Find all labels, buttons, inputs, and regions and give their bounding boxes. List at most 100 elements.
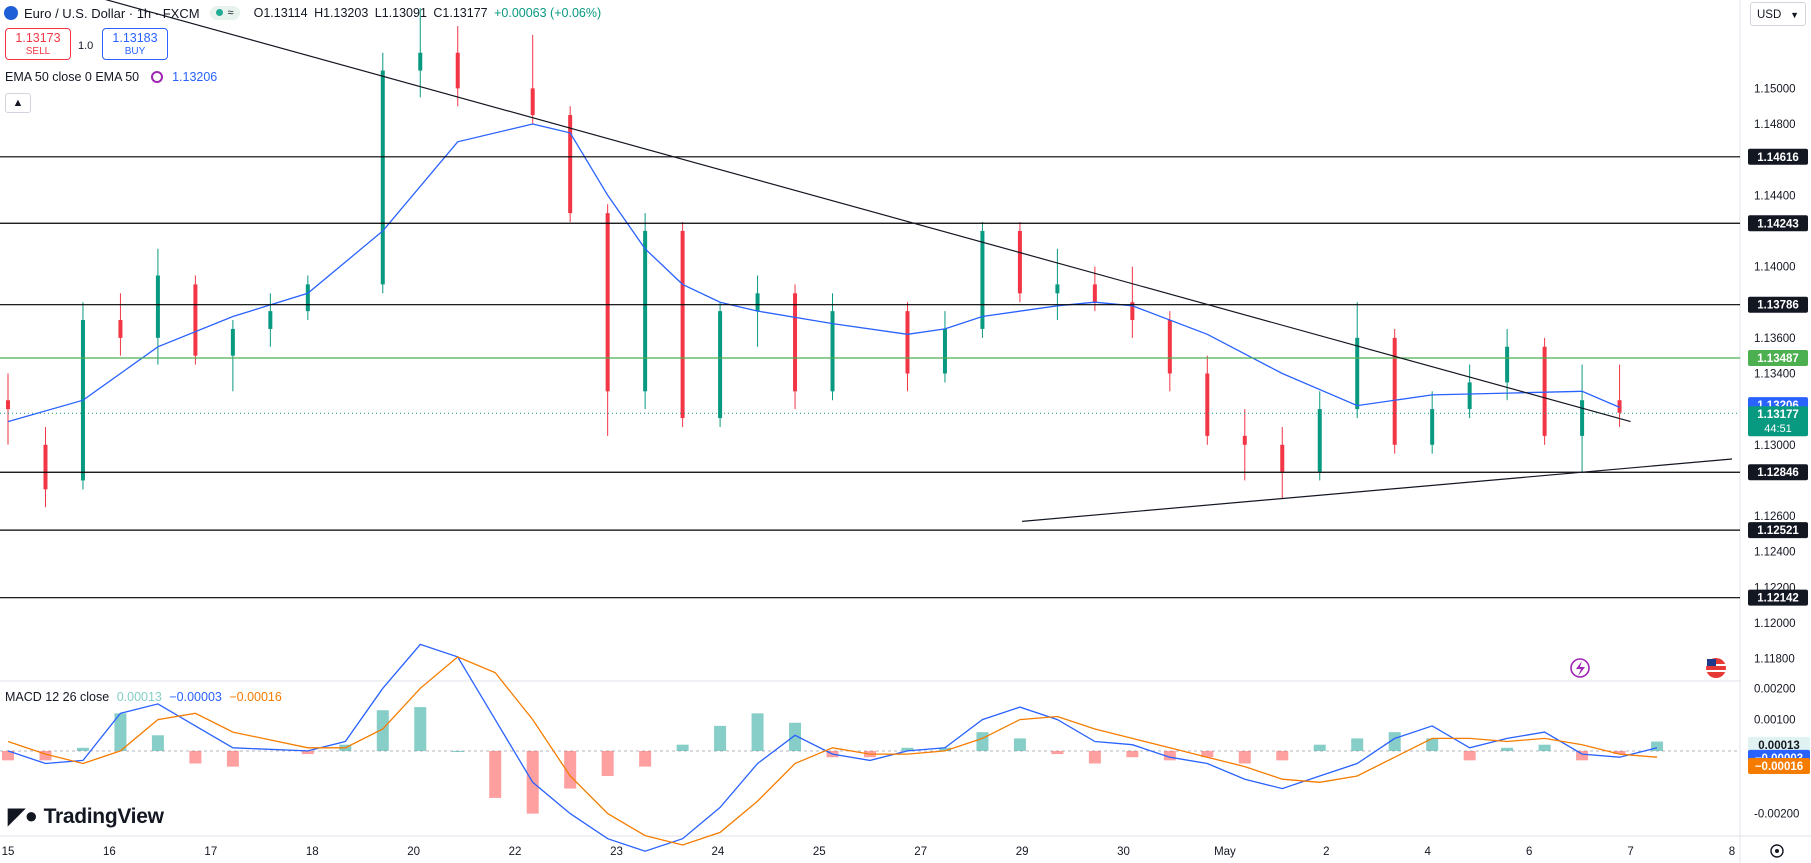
candle-body	[43, 444, 48, 490]
macd-histogram-bar	[1013, 738, 1026, 751]
candle-body	[380, 70, 385, 285]
candle-body	[643, 230, 648, 392]
market-status-pill[interactable]: ≈	[209, 6, 240, 20]
buy-button[interactable]: 1.13183 BUY	[102, 28, 168, 60]
price-axis-tick: 1.12400	[1754, 547, 1796, 559]
currency-select[interactable]: USD ▼	[1750, 2, 1806, 26]
ema-legend-label: EMA 50 close 0 EMA 50	[5, 70, 140, 84]
symbol-title[interactable]: Euro / U.S. Dollar · 1h · FXCM	[24, 5, 200, 21]
refresh-icon[interactable]	[150, 71, 163, 83]
candle-body	[1505, 346, 1510, 383]
time-axis-tick: 23	[610, 846, 623, 858]
macd-histogram-bar	[189, 750, 202, 764]
level-tag-label: 1.12846	[1757, 467, 1799, 479]
ema-legend[interactable]: EMA 50 close 0 EMA 50 1.13206	[5, 70, 217, 84]
macd-histogram-value: 0.00013	[116, 690, 162, 704]
sell-price: 1.13173	[15, 31, 61, 45]
candle-body	[1130, 302, 1135, 321]
price-axis-tick: 1.12200	[1754, 582, 1796, 594]
candle-body	[1355, 337, 1360, 410]
close-value: C1.13177	[433, 6, 488, 20]
macd-histogram-bar	[1463, 750, 1476, 761]
trendline[interactable]	[8, 0, 1631, 423]
macd-legend-label: MACD 12 26 close	[5, 690, 110, 704]
collapse-legend-button[interactable]: ▲	[5, 93, 31, 113]
macd-histogram-bar	[1201, 750, 1214, 758]
time-axis-tick: 27	[914, 846, 927, 858]
settings-gear-icon[interactable]	[1770, 844, 1784, 858]
macd-value-tag-label: −0.00016	[1755, 761, 1803, 773]
time-axis-tick: 2	[1323, 846, 1329, 858]
price-axis-tick: 1.13600	[1754, 333, 1796, 345]
level-tag	[1748, 589, 1808, 606]
candle-body	[1242, 435, 1247, 445]
macd-line-value: −0.00003	[169, 690, 222, 704]
candle-body	[680, 230, 685, 419]
candle-body	[980, 230, 985, 329]
macd-legend[interactable]: MACD 12 26 close 0.00013 −0.00003 −0.000…	[5, 690, 282, 704]
time-axis-tick: 20	[407, 846, 420, 858]
candle-body	[755, 293, 760, 312]
sell-button[interactable]: 1.13173 SELL	[5, 28, 71, 60]
level-tag	[1748, 522, 1808, 539]
candle-body	[455, 52, 460, 89]
symbol-header: Euro / U.S. Dollar · 1h · FXCM ≈ O1.1311…	[0, 0, 604, 26]
level-tag-label: 1.14243	[1757, 218, 1799, 230]
macd-axis-tick: -0.00200	[1754, 809, 1799, 821]
flash-icon[interactable]	[1570, 658, 1590, 678]
ema-legend-value: 1.13206	[172, 70, 218, 84]
level-tag	[1748, 464, 1808, 481]
low-value: L1.13091	[374, 6, 427, 20]
price-axis-tick: 1.12000	[1754, 618, 1796, 630]
candle-body	[1092, 284, 1097, 303]
time-axis-tick: 4	[1425, 846, 1432, 858]
macd-axis-tick: 0.00200	[1754, 683, 1796, 695]
candle-body	[1167, 320, 1172, 374]
ohlc-values: O1.13114 H1.13203 L1.13091 C1.13177 +0.0…	[254, 6, 605, 20]
candle-body	[568, 115, 573, 214]
time-axis-tick: 24	[711, 846, 724, 858]
macd-histogram-bar	[114, 713, 127, 751]
macd-axis-tick: 0.00100	[1754, 715, 1796, 727]
candle-body	[268, 311, 273, 329]
candle-body	[6, 400, 10, 410]
time-axis-tick: 22	[509, 846, 522, 858]
price-axis-tick: 1.14000	[1754, 262, 1796, 274]
level-tag	[1748, 349, 1808, 366]
macd-histogram-bar	[301, 750, 314, 755]
flash-bolt-icon	[1576, 661, 1585, 676]
macd-histogram-bar	[39, 750, 52, 761]
tradingview-logo-icon: ◤●	[8, 803, 38, 828]
macd-histogram-bar	[938, 747, 951, 751]
candle-body	[605, 213, 610, 392]
chevron-up-icon: ▲	[12, 97, 24, 109]
macd-histogram-bar	[151, 735, 164, 751]
time-axis-tick: 29	[1016, 846, 1029, 858]
macd-histogram-bar	[901, 747, 914, 751]
candle-body	[1617, 400, 1622, 413]
macd-histogram-bar	[1051, 750, 1064, 755]
us-flag-canton	[1707, 659, 1716, 666]
macd-histogram-bar	[451, 750, 464, 752]
candle-body	[1467, 382, 1472, 410]
tradingview-logo[interactable]: ◤● TradingView	[8, 803, 164, 829]
tradingview-wordmark: TradingView	[43, 805, 164, 828]
trendline[interactable]	[1022, 458, 1733, 522]
candle-body	[230, 328, 235, 356]
macd-histogram-bar	[1126, 750, 1139, 758]
candle-body	[1430, 409, 1435, 445]
time-axis-tick: 7	[1627, 846, 1633, 858]
market-open-dot-icon	[215, 9, 223, 16]
candle-body	[1542, 346, 1547, 436]
macd-histogram-bar	[1613, 750, 1626, 755]
candle-body	[155, 275, 160, 338]
candle-body	[830, 311, 835, 392]
macd-histogram-bar	[1238, 750, 1251, 764]
macd-histogram-bar	[414, 707, 427, 751]
candle-body	[793, 293, 798, 392]
macd-histogram-bar	[976, 732, 989, 751]
price-tag	[1748, 406, 1808, 437]
macd-histogram-bar	[601, 750, 614, 777]
spread-value: 1.0	[78, 40, 94, 52]
